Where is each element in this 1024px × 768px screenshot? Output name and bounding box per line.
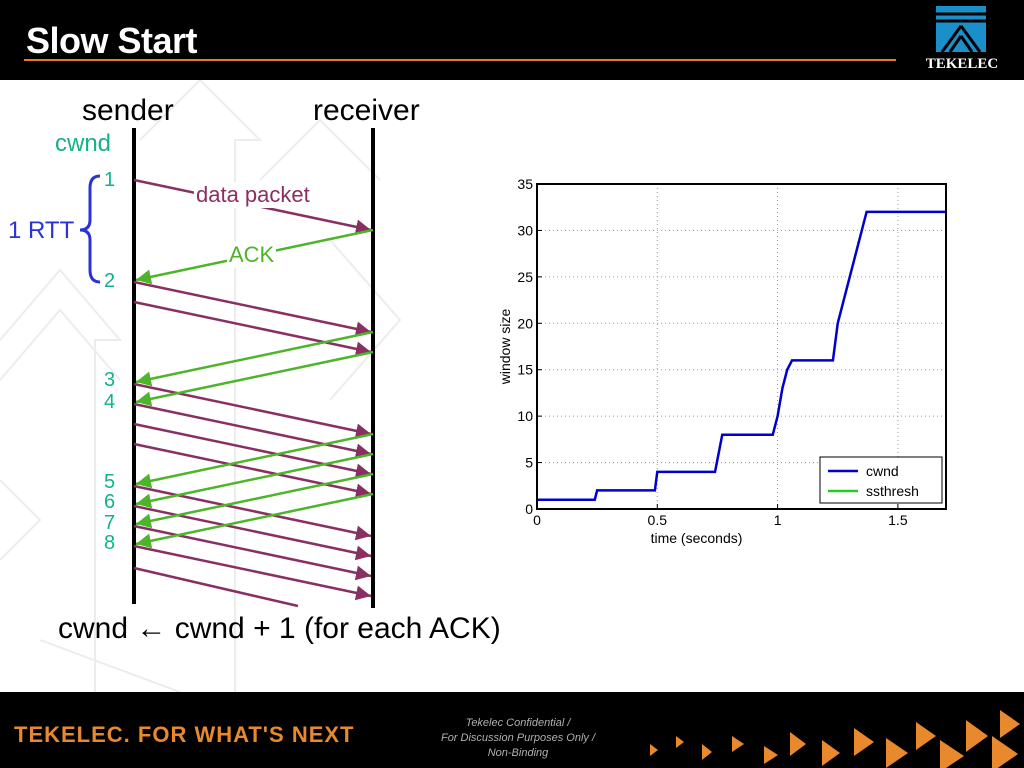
legend-label-cwnd: cwnd — [866, 463, 899, 479]
tekelec-logo-mark-icon — [936, 6, 986, 53]
sender-label: sender — [82, 94, 174, 127]
y-tick-label: 15 — [517, 362, 533, 378]
confidential-line: For Discussion Purposes Only / — [440, 732, 596, 744]
x-tick-label: 0.5 — [648, 512, 668, 528]
data-packet-arrow — [133, 442, 372, 499]
ack-arrow — [135, 452, 374, 509]
ack-arrow — [135, 432, 374, 489]
cwnd-update-formula: cwnd ← cwnd + 1 (for each ACK) — [58, 612, 501, 645]
y-tick-label: 25 — [517, 269, 533, 285]
y-tick-label: 20 — [517, 315, 533, 331]
rtt-brace — [79, 174, 101, 284]
footer-tagline: TEKELEC. FOR WHAT'S NEXT — [14, 722, 355, 747]
x-axis-label: time (seconds) — [651, 530, 743, 546]
data-packet-arrow — [133, 422, 372, 479]
window-size-chart: 0 0.5 1 1.5 0 5 10 15 20 25 30 35 time (seconds) wind… — [497, 176, 947, 546]
footer-arrow-pattern — [650, 710, 1020, 768]
ack-arrow — [135, 350, 374, 407]
logo-text: TEKELEC — [925, 56, 999, 72]
y-tick-label: 5 — [525, 455, 533, 471]
x-tick-label: 1.5 — [888, 512, 908, 528]
legend-label-ssthresh: ssthresh — [866, 483, 919, 499]
receiver-label: receiver — [313, 94, 420, 127]
cwnd-number: 2 — [104, 270, 116, 292]
cwnd-label: cwnd — [55, 130, 112, 157]
cwnd-number: 4 — [104, 391, 116, 413]
ack-label: ACK — [227, 242, 277, 268]
data-packet-arrow — [133, 566, 299, 608]
title-underline — [24, 59, 896, 61]
data-packet-arrow — [133, 300, 372, 357]
data-packet-arrow — [133, 382, 372, 439]
cwnd-number: 5 — [104, 471, 116, 493]
cwnd-number: 8 — [104, 532, 116, 554]
data-packet-arrow — [133, 402, 372, 459]
cwnd-number: 6 — [104, 491, 116, 513]
x-tick-label: 1 — [774, 512, 782, 528]
series-line-cwnd — [537, 210, 946, 501]
x-tick-label: 0 — [533, 512, 541, 528]
slow-start-sequence-diagram — [79, 128, 375, 608]
y-tick-label: 0 — [525, 501, 533, 517]
header-bar: Slow Start TEKELEC — [0, 0, 1024, 80]
cwnd-number: 7 — [104, 512, 116, 534]
footer-bar: TEKELEC. FOR WHAT'S NEXT Tekelec Confide… — [0, 692, 1024, 768]
ack-arrow — [135, 472, 374, 529]
data-packet-arrow — [133, 524, 372, 581]
plot-background — [537, 184, 946, 509]
plot-frame — [536, 183, 947, 510]
data-packet-label: data packet — [194, 182, 312, 208]
y-tick-label: 30 — [517, 222, 533, 238]
ack-arrow — [135, 330, 374, 387]
cwnd-number: 3 — [104, 369, 116, 391]
tekelec-logo: TEKELEC — [920, 4, 1004, 76]
ack-arrow — [135, 492, 374, 549]
y-tick-label: 35 — [517, 176, 533, 192]
confidentiality-notice: Tekelec Confidential / For Discussion Pu… — [420, 716, 616, 761]
confidential-line: Non-Binding — [487, 747, 549, 759]
data-packet-arrow — [133, 280, 372, 337]
cwnd-number: 1 — [104, 169, 116, 191]
confidential-line: Tekelec Confidential / — [465, 717, 571, 729]
legend-box — [819, 456, 943, 504]
data-packet-arrow — [133, 544, 372, 601]
y-axis-label: window size — [497, 309, 513, 386]
data-packet-arrow — [133, 504, 372, 561]
slide-title: Slow Start — [26, 20, 198, 61]
y-tick-label: 10 — [517, 408, 533, 424]
rtt-label: 1 RTT — [8, 217, 75, 244]
data-packet-arrow — [133, 484, 372, 541]
